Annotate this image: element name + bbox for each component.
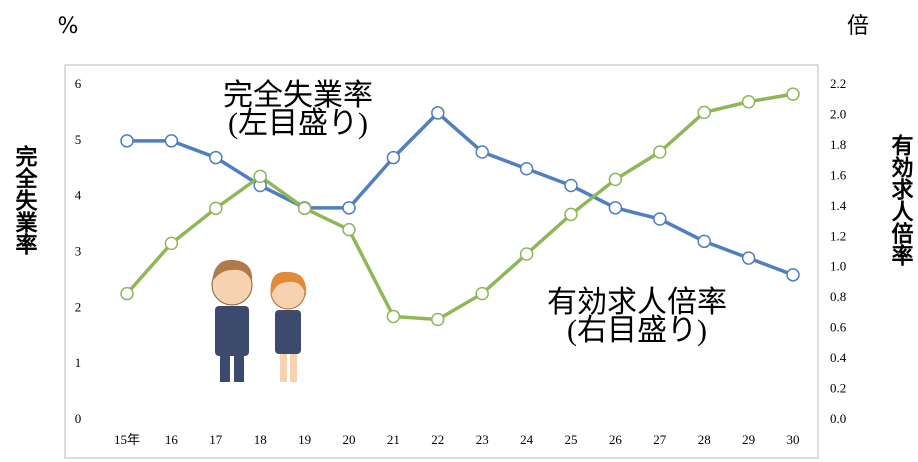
x-tick-label: 19 <box>298 432 311 447</box>
data-point <box>120 134 134 148</box>
x-tick-label: 26 <box>609 432 623 447</box>
x-tick-label: 30 <box>787 432 800 447</box>
data-point <box>342 222 356 237</box>
y-tick-label: 6 <box>75 76 82 91</box>
x-tick-label: 16 <box>165 432 179 447</box>
data-point <box>519 247 534 261</box>
y2-tick-label: 1.2 <box>830 228 846 243</box>
x-tick-label: 24 <box>520 432 534 447</box>
annotation: 完全失業率 <box>223 79 373 112</box>
y2-axis-label: 有効求人倍率 <box>888 133 914 266</box>
annotation: (左目盛り) <box>228 107 368 140</box>
y2-tick-label: 1.6 <box>830 167 847 182</box>
data-point <box>386 309 401 324</box>
y-tick-label: 3 <box>75 243 82 258</box>
x-tick-label: 22 <box>431 432 444 447</box>
data-point <box>786 268 800 282</box>
y-tick-label: 4 <box>75 188 82 203</box>
y-tick-label: 2 <box>75 299 82 314</box>
data-point <box>297 201 312 216</box>
x-tick-label: 27 <box>653 432 667 447</box>
plot-frame <box>64 64 819 459</box>
data-point <box>741 251 756 265</box>
data-point <box>209 201 223 216</box>
series-line <box>125 92 794 322</box>
y2-tick-label: 0.6 <box>830 320 847 335</box>
y2-tick-label: 0.8 <box>830 289 846 304</box>
data-point <box>608 172 623 187</box>
series-line <box>127 110 794 277</box>
y-axis-label: 完全失業率 <box>12 144 39 255</box>
x-tick-label: 18 <box>254 432 267 447</box>
illustration <box>211 259 307 382</box>
data-point <box>653 212 667 226</box>
x-tick-label: 29 <box>742 432 755 447</box>
x-tick-label: 15年 <box>114 432 140 447</box>
y2-tick-label: 2.2 <box>830 76 846 91</box>
data-point <box>209 150 223 165</box>
right-unit: 倍 <box>847 14 869 39</box>
data-point <box>164 134 179 148</box>
y2-tick-label: 0.2 <box>830 381 846 396</box>
y-tick-label: 0 <box>75 411 82 426</box>
x-tick-label: 17 <box>209 432 223 447</box>
data-point <box>608 201 623 215</box>
x-tick-label: 25 <box>565 432 578 447</box>
y2-tick-label: 1.8 <box>830 137 846 152</box>
data-point <box>386 150 401 165</box>
data-point <box>519 162 534 176</box>
data-point <box>697 234 711 249</box>
data-point <box>342 201 356 215</box>
y-tick-label: 5 <box>75 132 82 147</box>
data-point <box>564 207 578 222</box>
data-point <box>697 105 711 120</box>
data-point <box>564 178 578 193</box>
data-point <box>120 286 134 301</box>
data-point <box>253 169 267 184</box>
annotation: 有効求人倍率 <box>547 286 727 319</box>
y2-tick-label: 0.4 <box>830 350 847 365</box>
y2-tick-label: 1.4 <box>830 198 847 213</box>
data-point <box>475 286 489 301</box>
data-point <box>653 145 667 159</box>
data-point <box>786 87 800 101</box>
data-point <box>475 145 489 159</box>
y2-tick-label: 0.0 <box>830 411 846 426</box>
y2-tick-label: 1.0 <box>830 259 846 274</box>
data-point <box>431 312 445 327</box>
data-point <box>164 236 179 251</box>
data-point <box>431 106 445 120</box>
y2-tick-label: 2.0 <box>830 106 846 121</box>
x-tick-label: 28 <box>698 432 711 447</box>
data-point <box>741 95 756 109</box>
x-tick-label: 21 <box>387 432 400 447</box>
y-tick-label: 1 <box>75 355 82 370</box>
left-unit: % <box>58 14 79 39</box>
annotation: (右目盛り) <box>567 314 707 347</box>
x-tick-label: 20 <box>343 432 356 447</box>
x-tick-label: 23 <box>476 432 489 447</box>
